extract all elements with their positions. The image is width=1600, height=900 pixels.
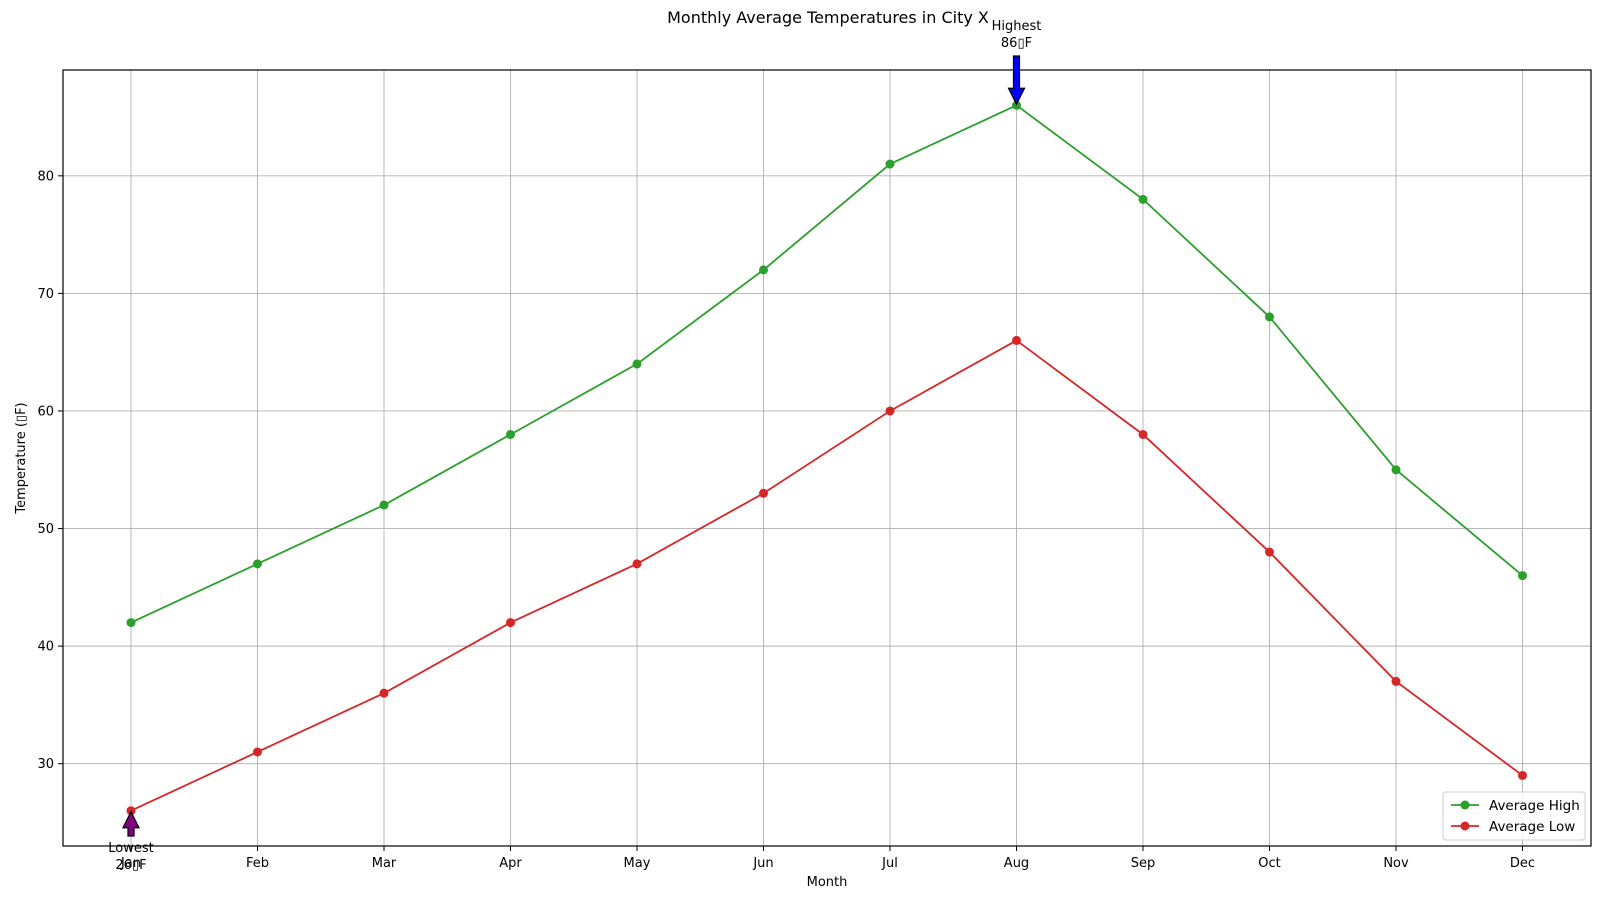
legend: Average High Average Low — [1443, 792, 1585, 840]
data-point-average-high — [1265, 312, 1274, 321]
data-point-average-high — [1518, 571, 1527, 580]
y-tick-label: 40 — [37, 640, 54, 655]
y-tick-label: 80 — [37, 169, 54, 184]
annotation-value-highest: 86▯F — [1001, 36, 1032, 51]
data-point-average-low — [1518, 771, 1527, 780]
x-tick-label: Nov — [1383, 856, 1409, 871]
data-point-average-low — [1265, 548, 1274, 557]
data-point-average-high — [506, 430, 515, 439]
x-tick-label: Jul — [881, 856, 898, 871]
annotation-label-highest: Highest — [992, 19, 1042, 34]
data-point-average-low — [1392, 677, 1401, 686]
annotation-label-lowest: Lowest — [108, 841, 153, 856]
data-point-average-low — [253, 747, 262, 756]
data-point-average-high — [253, 559, 262, 568]
x-axis-label: Month — [807, 875, 848, 890]
x-tick-label: Feb — [246, 856, 269, 871]
data-point-average-high — [633, 359, 642, 368]
y-axis-label: Temperature (▯F) — [14, 402, 29, 514]
data-point-average-low — [1139, 430, 1148, 439]
chart-title: Monthly Average Temperatures in City X — [667, 8, 989, 27]
x-tick-label: Aug — [1004, 856, 1029, 871]
x-tick-label: Apr — [499, 856, 522, 871]
x-tick-label: Jun — [752, 856, 773, 871]
data-point-average-high — [127, 618, 136, 627]
y-tick-label: 30 — [37, 757, 54, 772]
legend-marker-average-high — [1461, 801, 1470, 810]
legend-label-average-low: Average Low — [1489, 819, 1575, 835]
annotation-value-lowest: 26▯F — [115, 858, 146, 873]
data-point-average-low — [380, 689, 389, 698]
x-tick-label: May — [624, 856, 651, 871]
legend-label-average-high: Average High — [1489, 798, 1580, 814]
data-point-average-low — [506, 618, 515, 627]
data-point-average-high — [1139, 195, 1148, 204]
data-point-average-low — [1012, 336, 1021, 345]
data-point-average-high — [1392, 465, 1401, 474]
data-point-average-high — [886, 160, 895, 169]
data-point-average-high — [380, 501, 389, 510]
data-point-average-low — [886, 406, 895, 415]
y-tick-label: 70 — [37, 287, 54, 302]
y-tick-label: 60 — [37, 404, 54, 419]
x-tick-label: Sep — [1131, 856, 1156, 871]
y-tick-label: 50 — [37, 522, 54, 537]
data-point-average-low — [633, 559, 642, 568]
data-point-average-low — [759, 489, 768, 498]
x-tick-label: Mar — [372, 856, 397, 871]
x-tick-label: Dec — [1510, 856, 1535, 871]
data-point-average-high — [759, 265, 768, 274]
legend-marker-average-low — [1461, 822, 1470, 831]
x-tick-label: Oct — [1258, 856, 1280, 871]
